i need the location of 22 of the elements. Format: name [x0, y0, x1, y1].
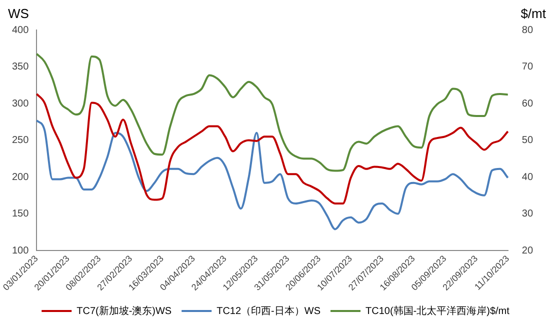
y2-tick-label: 20: [522, 245, 534, 256]
y-tick-label: 250: [12, 135, 30, 146]
y2-tick-label: 50: [522, 135, 534, 146]
line-series: [36, 92, 509, 204]
y2-tick-label: 70: [522, 62, 534, 72]
y-tick-label: 150: [12, 208, 30, 220]
y-tick-label: 400: [12, 24, 30, 36]
line-series: [36, 52, 509, 172]
legend-label: TC7(新加坡-澳东)WS: [76, 304, 172, 317]
y-tick-label: 350: [12, 62, 30, 72]
y2-tick-label: 80: [522, 24, 534, 36]
y2-tick-label: 40: [522, 172, 534, 183]
legend-label: TC12（印西-日本）WS: [216, 304, 321, 317]
y2-tick-label: 30: [522, 208, 534, 220]
y-tick-label: 300: [12, 98, 30, 110]
y-tick-label: 100: [12, 245, 30, 256]
y2-axis-title: $/mt: [520, 6, 546, 22]
y-axis-title: WS: [8, 6, 30, 22]
y-tick-label: 200: [12, 172, 30, 183]
y2-tick-label: 60: [522, 98, 534, 110]
legend-label: TC10(韩国-北太平洋西海岸)$/mt: [365, 304, 510, 317]
line-series: [36, 119, 509, 230]
